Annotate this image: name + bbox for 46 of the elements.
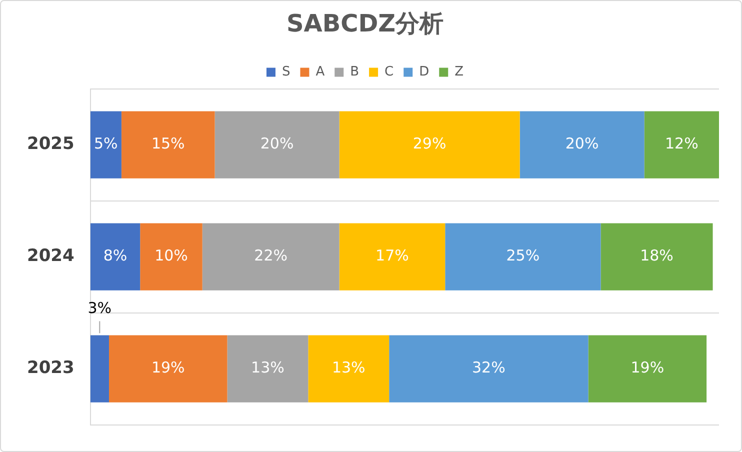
bar bbox=[339, 111, 520, 178]
bar bbox=[121, 111, 215, 178]
bar bbox=[308, 335, 390, 402]
data-label: 10% bbox=[154, 246, 188, 265]
data-label: 5% bbox=[94, 134, 118, 153]
bar bbox=[202, 223, 340, 290]
legend-label: S bbox=[282, 64, 290, 80]
data-label: 12% bbox=[664, 134, 698, 153]
legend-label: C bbox=[384, 64, 394, 80]
legend-label: B bbox=[350, 64, 360, 80]
data-label: 20% bbox=[260, 134, 294, 153]
bar bbox=[588, 335, 707, 402]
bar bbox=[140, 223, 202, 290]
bar bbox=[214, 111, 340, 178]
bar bbox=[520, 111, 644, 178]
bar bbox=[644, 111, 719, 178]
chart-title: SABCDZ分析 bbox=[286, 10, 444, 38]
data-label: 22% bbox=[254, 246, 288, 265]
data-label: 17% bbox=[376, 246, 409, 265]
bar bbox=[108, 335, 228, 402]
bar bbox=[339, 223, 446, 290]
bar bbox=[227, 335, 308, 402]
bar bbox=[90, 223, 140, 290]
y-tick-label: 2024 bbox=[26, 246, 74, 266]
y-tick-label: 2025 bbox=[26, 134, 74, 154]
data-label: 3% bbox=[88, 299, 112, 318]
data-label: 25% bbox=[506, 246, 540, 265]
bar bbox=[600, 223, 713, 290]
bar bbox=[445, 223, 601, 290]
bar bbox=[90, 111, 122, 178]
data-label: 18% bbox=[640, 246, 674, 265]
legend-label: Z bbox=[454, 64, 464, 80]
data-label: 29% bbox=[412, 134, 446, 153]
bar bbox=[389, 335, 588, 402]
y-tick-label: 2023 bbox=[26, 358, 74, 378]
data-label: 13% bbox=[251, 358, 284, 377]
data-label: 32% bbox=[472, 358, 506, 377]
data-label: 20% bbox=[565, 134, 599, 153]
bar bbox=[90, 335, 109, 402]
legend-label: D bbox=[419, 64, 430, 80]
data-label: 19% bbox=[151, 358, 185, 377]
data-label: 19% bbox=[630, 358, 664, 377]
data-label: 15% bbox=[151, 134, 185, 153]
legend-label: A bbox=[316, 64, 325, 80]
data-label: 13% bbox=[332, 358, 366, 377]
data-label: 8% bbox=[103, 246, 128, 265]
